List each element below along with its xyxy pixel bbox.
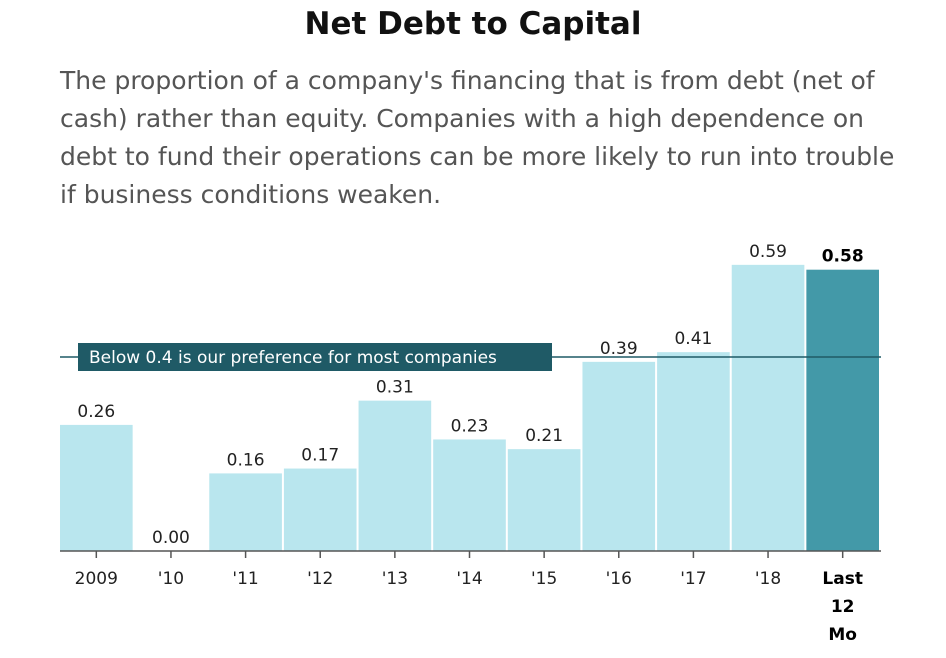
value-label-8: 0.41: [674, 329, 712, 349]
value-label-6: 0.21: [525, 426, 563, 446]
tick-label-1: '10: [158, 569, 184, 589]
tick-label-10: Last 12 Mo: [822, 569, 863, 645]
value-label-5: 0.23: [451, 416, 489, 436]
chart-title: Net Debt to Capital: [304, 6, 642, 42]
value-label-3: 0.17: [301, 446, 339, 466]
tick-label-8: '17: [680, 569, 706, 589]
tick-label-3: '12: [307, 569, 333, 589]
bar-2: [209, 473, 282, 551]
chart-subtitle: The proportion of a company's financing …: [60, 66, 895, 209]
tick-label-7: '16: [606, 569, 632, 589]
reference-label: Below 0.4 is our preference for most com…: [89, 348, 497, 368]
value-label-4: 0.31: [376, 378, 414, 398]
tick-label-9: '18: [755, 569, 781, 589]
bar-0: [60, 424, 133, 551]
bar-9: [731, 264, 805, 551]
value-label-2: 0.16: [227, 450, 265, 470]
bar-10: [806, 269, 879, 551]
bar-6: [507, 449, 581, 551]
bar-3: [283, 468, 357, 551]
value-labels-group: 0.26 0.00 0.16 0.17 0.31 0.23 0.21 0.39 0.41 0.59…: [77, 242, 863, 548]
value-label-0: 0.26: [77, 402, 115, 422]
value-label-9: 0.59: [749, 242, 787, 262]
bar-7: [582, 361, 656, 551]
tick-label-5: '14: [456, 569, 482, 589]
value-label-10: 0.58: [822, 247, 864, 267]
reference-group: Below 0.4 is our preference for most com…: [60, 343, 881, 371]
reference-label-box: [78, 343, 552, 371]
tick-label-6: '15: [531, 569, 557, 589]
bar-8: [657, 352, 730, 551]
bars-group: [60, 264, 879, 551]
x-axis: 2009 '10 '11 '12 '13 '14 '15 '16 '17 '18 Last 12 Mo: [60, 550, 881, 645]
tick-label-2: '11: [232, 569, 258, 589]
bar-4: [358, 400, 432, 551]
tick-label-4: '13: [382, 569, 408, 589]
bar-5: [433, 439, 506, 551]
tick-label-0: 2009: [75, 569, 118, 589]
value-label-1: 0.00: [152, 528, 190, 548]
value-label-7: 0.39: [600, 339, 638, 359]
